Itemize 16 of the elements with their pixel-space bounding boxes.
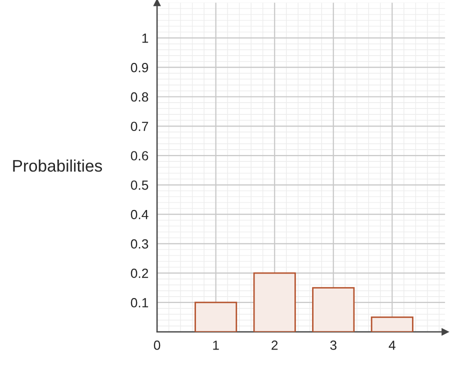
y-tick-label: 0.2 bbox=[130, 268, 148, 278]
y-tick-label: 1 bbox=[142, 34, 148, 43]
x-tick-label: 3 bbox=[330, 340, 336, 350]
y-tick-label: 0.7 bbox=[130, 122, 148, 132]
x-tick-label: 4 bbox=[388, 340, 396, 350]
y-tick-label: 0.8 bbox=[130, 92, 148, 102]
y-tick-label: 0.6 bbox=[130, 151, 148, 160]
x-tick-label: 2 bbox=[272, 340, 278, 350]
y-axis-title: Probabilities bbox=[13, 160, 102, 172]
y-tick-label: 0.9 bbox=[130, 62, 148, 72]
x-tick-label: 0 bbox=[154, 340, 160, 350]
y-tick-label: 0.5 bbox=[130, 180, 148, 190]
y-tick-label: 0.3 bbox=[130, 239, 148, 249]
x-tick-label: 1 bbox=[213, 340, 219, 350]
y-tick-label: 0.4 bbox=[130, 210, 148, 220]
y-tick-label: 0.1 bbox=[130, 298, 148, 308]
